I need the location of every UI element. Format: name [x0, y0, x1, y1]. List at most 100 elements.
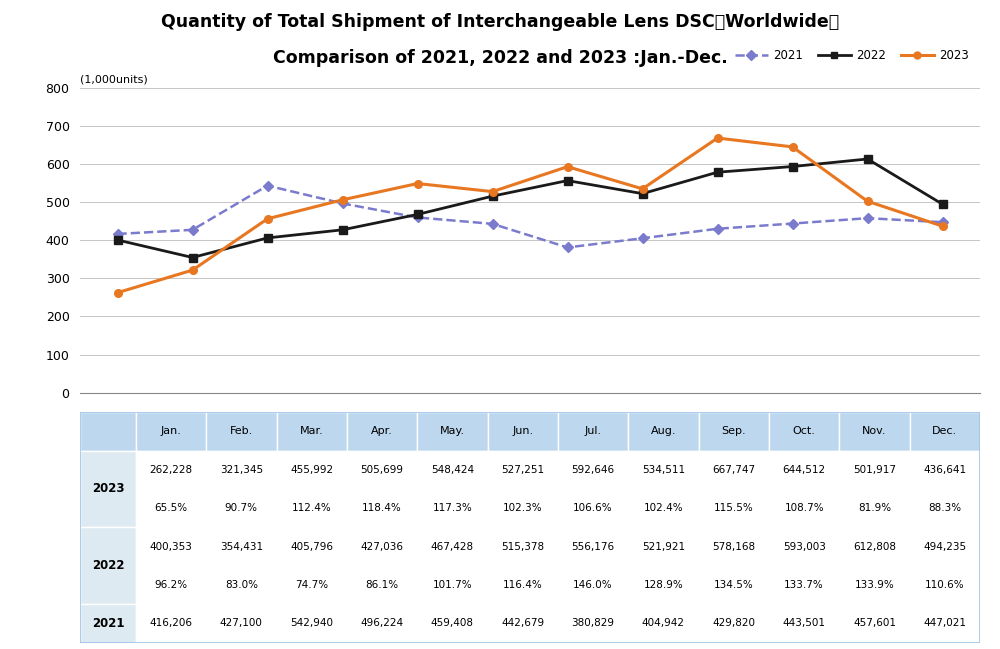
Bar [136, 527, 206, 566]
Bar [347, 527, 417, 566]
2021 [112, 230, 124, 238]
Bar [910, 450, 980, 489]
Text: 83.0%: 83.0% [225, 580, 258, 590]
Line: 2022: 2022 [114, 155, 946, 262]
Bar [910, 527, 980, 566]
Text: 592,646: 592,646 [572, 465, 615, 474]
2022 [412, 210, 424, 218]
Text: 88.3%: 88.3% [928, 503, 961, 513]
Text: Jan.: Jan. [161, 426, 181, 436]
Bar [347, 566, 417, 604]
Bar [206, 412, 276, 450]
Text: 2022: 2022 [92, 559, 124, 572]
Bar [417, 489, 488, 527]
Text: 115.5%: 115.5% [714, 503, 754, 513]
Bar [628, 450, 699, 489]
Text: 354,431: 354,431 [220, 541, 263, 552]
2023 [412, 180, 424, 188]
Text: 442,679: 442,679 [501, 618, 544, 628]
Text: (1,000units): (1,000units) [80, 75, 148, 84]
2023 [336, 196, 349, 204]
2021 [486, 220, 498, 228]
Text: Comparison of 2021, 2022 and 2023 :Jan.-Dec.: Comparison of 2021, 2022 and 2023 :Jan.-… [273, 49, 727, 67]
Bar [488, 489, 558, 527]
Text: Nov.: Nov. [862, 426, 887, 436]
Bar [80, 527, 136, 604]
Text: 542,940: 542,940 [290, 618, 333, 628]
Text: 128.9%: 128.9% [644, 580, 683, 590]
Bar [276, 450, 347, 489]
Bar [558, 527, 628, 566]
Text: 2023: 2023 [92, 482, 124, 495]
2021 [562, 243, 574, 251]
2022 [186, 254, 198, 262]
Text: 96.2%: 96.2% [154, 580, 188, 590]
Bar [80, 412, 136, 450]
Bar [769, 412, 839, 450]
2021 [186, 226, 198, 234]
2021 [786, 219, 798, 227]
Text: 527,251: 527,251 [501, 465, 544, 474]
2022 [712, 168, 724, 176]
Text: Feb.: Feb. [230, 426, 253, 436]
Bar [80, 604, 136, 643]
Text: Apr.: Apr. [371, 426, 393, 436]
Text: 65.5%: 65.5% [154, 503, 188, 513]
2021 [336, 199, 349, 207]
Text: 133.9%: 133.9% [855, 580, 894, 590]
Text: Dec.: Dec. [932, 426, 957, 436]
Text: Aug.: Aug. [651, 426, 676, 436]
2023 [636, 185, 648, 193]
2023 [936, 222, 948, 230]
Text: 81.9%: 81.9% [858, 503, 891, 513]
Bar [347, 412, 417, 450]
Bar [136, 566, 206, 604]
2023 [262, 215, 274, 223]
Text: 667,747: 667,747 [712, 465, 755, 474]
Text: 447,021: 447,021 [923, 618, 966, 628]
Text: 110.6%: 110.6% [925, 580, 965, 590]
Bar [558, 412, 628, 450]
Bar [910, 566, 980, 604]
2023 [712, 134, 724, 142]
Text: 405,796: 405,796 [290, 541, 333, 552]
Text: 112.4%: 112.4% [292, 503, 332, 513]
Text: 106.6%: 106.6% [573, 503, 613, 513]
Text: 116.4%: 116.4% [503, 580, 543, 590]
2021 [712, 225, 724, 232]
2022 [636, 190, 648, 197]
Line: 2023: 2023 [114, 134, 946, 297]
Text: 90.7%: 90.7% [225, 503, 258, 513]
Bar [417, 527, 488, 566]
Text: 467,428: 467,428 [431, 541, 474, 552]
Bar [628, 527, 699, 566]
2023 [186, 266, 198, 274]
2023 [562, 163, 574, 171]
Text: 443,501: 443,501 [783, 618, 826, 628]
Text: 101.7%: 101.7% [433, 580, 472, 590]
Bar [558, 489, 628, 527]
Bar [699, 450, 769, 489]
2021 [936, 218, 948, 226]
Bar [347, 450, 417, 489]
Text: 321,345: 321,345 [220, 465, 263, 474]
2021 [862, 214, 874, 222]
Text: 457,601: 457,601 [853, 618, 896, 628]
Text: 429,820: 429,820 [712, 618, 755, 628]
Text: Quantity of Total Shipment of Interchangeable Lens DSC【Worldwide】: Quantity of Total Shipment of Interchang… [161, 13, 839, 31]
Bar [488, 450, 558, 489]
Bar [136, 450, 206, 489]
Text: 612,808: 612,808 [853, 541, 896, 552]
Bar [628, 489, 699, 527]
2023 [112, 289, 124, 297]
2022 [486, 192, 498, 200]
2022 [336, 226, 349, 234]
Text: 86.1%: 86.1% [365, 580, 399, 590]
Text: 380,829: 380,829 [572, 618, 615, 628]
Bar [628, 412, 699, 450]
Bar [699, 604, 769, 643]
2023 [786, 143, 798, 151]
Text: May.: May. [440, 426, 465, 436]
Bar [558, 604, 628, 643]
2021 [262, 182, 274, 190]
